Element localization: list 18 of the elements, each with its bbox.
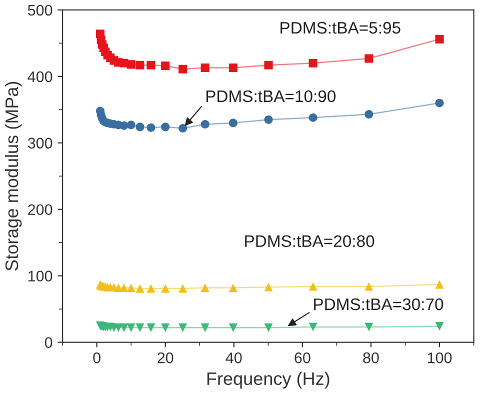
y-axis-title: Storage modulus (MPa) — [4, 82, 22, 271]
annotation: PDMS:tBA=30:70 — [314, 298, 444, 310]
x-tick-label: 0 — [93, 352, 100, 364]
y-tick-label: 300 — [28, 138, 52, 149]
y-tick-label: 200 — [28, 204, 52, 216]
x-tick-label: 100 — [428, 352, 452, 364]
y-tick-label: 0 — [44, 337, 52, 348]
annotation: PDMS:tBA=20:80 — [245, 235, 374, 248]
y-tick-label: 100 — [28, 270, 52, 282]
x-axis-title: Frequency (Hz) — [207, 372, 330, 389]
x-tick-label: 20 — [158, 352, 174, 364]
x-tick-label: 80 — [363, 352, 379, 364]
annotation: PDMS:tBA=5:95 — [280, 22, 400, 34]
x-tick-label: 40 — [226, 352, 242, 364]
annotation: PDMS:tBA=10:90 — [206, 90, 336, 102]
y-tick-label: 400 — [28, 71, 52, 82]
x-tick-label: 60 — [294, 352, 310, 364]
y-tick-label: 500 — [28, 4, 52, 16]
